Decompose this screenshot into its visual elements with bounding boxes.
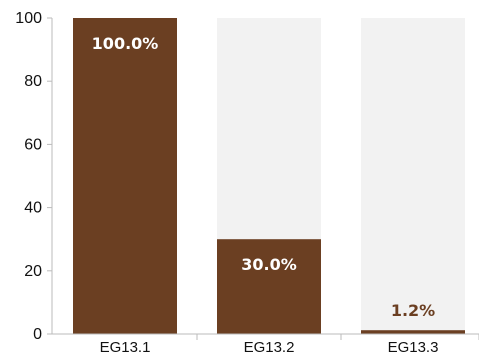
x-tick-label-1: EG13.1 [100, 339, 151, 356]
y-tick-label-5: 80 [24, 73, 42, 90]
y-tick-label-3: 40 [24, 200, 42, 217]
bars [73, 18, 465, 334]
data-label-1: 100.0% [92, 34, 159, 53]
x-tick-label-2: EG13.2 [244, 339, 295, 356]
y-tick-label-1: 0 [33, 326, 42, 343]
bar-2 [217, 239, 321, 334]
y-tick-label-4: 60 [24, 136, 42, 153]
data-label-3: 1.2% [391, 301, 435, 320]
y-axis-ticks: 0 20 40 60 80 100 [15, 10, 52, 343]
bar-3 [361, 330, 465, 334]
x-axis-ticks: EG13.1 EG13.2 EG13.3 [100, 334, 479, 356]
data-label-2: 30.0% [241, 255, 297, 274]
y-tick-label-6: 100 [15, 10, 42, 27]
data-labels: 100.0% 30.0% 1.2% [92, 34, 436, 320]
bar-background-3 [361, 18, 465, 334]
bar-1 [73, 18, 177, 334]
x-tick-label-3: EG13.3 [388, 339, 439, 356]
y-tick-label-2: 20 [24, 263, 42, 280]
